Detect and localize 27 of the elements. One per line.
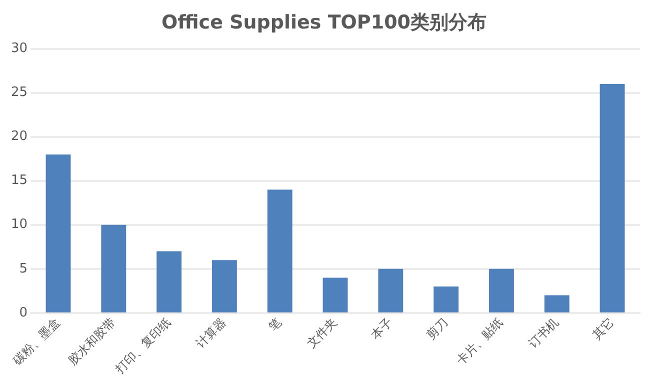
bar [600,84,625,312]
x-tick-label: 其它 [590,315,617,342]
bar [267,190,292,312]
bar [156,251,182,312]
y-tick-label: 25 [10,85,28,100]
x-tick-label: 计算器 [193,315,229,351]
y-tick-label: 15 [10,173,28,188]
x-tick-label: 剪刀 [424,315,450,342]
bar [101,224,126,312]
x-tick-label: 卡片、贴纸 [453,315,506,368]
bar [378,268,404,312]
x-tick-label: 订书机 [526,315,562,351]
chart-title: Office Supplies TOP100类别分布 [161,11,487,34]
bar [322,278,348,312]
bar [46,154,71,312]
x-tick-label: 笔 [266,315,284,334]
bar [434,286,459,312]
bar [212,260,237,312]
x-tick-label: 本子 [368,315,396,342]
bar [544,295,570,312]
y-tick-label: 0 [19,305,28,320]
y-tick-label: 20 [10,129,28,144]
bar [489,268,514,312]
x-tick-label: 文件夹 [304,315,340,351]
y-tick-label: 30 [10,41,28,56]
y-tick-label: 10 [10,217,28,232]
y-tick-label: 5 [19,261,28,276]
